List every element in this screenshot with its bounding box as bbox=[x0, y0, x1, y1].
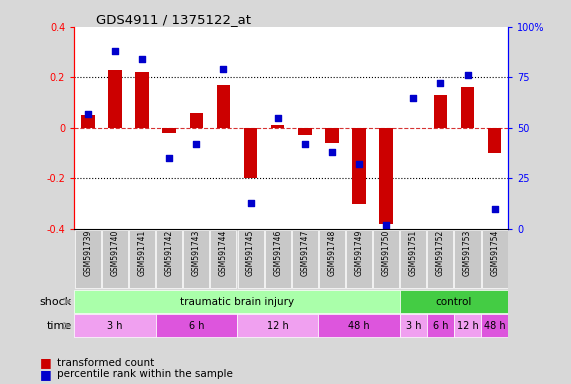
Text: GSM591739: GSM591739 bbox=[83, 230, 93, 276]
Text: GSM591740: GSM591740 bbox=[110, 230, 119, 276]
FancyBboxPatch shape bbox=[237, 314, 319, 338]
Text: GSM591751: GSM591751 bbox=[409, 230, 418, 276]
Point bbox=[164, 155, 174, 161]
FancyBboxPatch shape bbox=[238, 230, 264, 288]
FancyBboxPatch shape bbox=[183, 230, 210, 288]
FancyBboxPatch shape bbox=[210, 230, 236, 288]
Bar bbox=[81, 115, 95, 128]
Text: GSM591752: GSM591752 bbox=[436, 230, 445, 276]
Point bbox=[409, 94, 418, 101]
Text: GSM591753: GSM591753 bbox=[463, 230, 472, 276]
Point bbox=[246, 200, 255, 206]
Text: 3 h: 3 h bbox=[107, 321, 123, 331]
Text: 12 h: 12 h bbox=[457, 321, 478, 331]
Text: GDS4911 / 1375122_at: GDS4911 / 1375122_at bbox=[96, 13, 251, 26]
Text: 48 h: 48 h bbox=[348, 321, 370, 331]
FancyBboxPatch shape bbox=[400, 230, 427, 288]
Bar bbox=[135, 72, 149, 128]
FancyBboxPatch shape bbox=[129, 230, 155, 288]
FancyBboxPatch shape bbox=[454, 314, 481, 338]
Point bbox=[381, 222, 391, 228]
Bar bbox=[352, 128, 366, 204]
Text: 6 h: 6 h bbox=[188, 321, 204, 331]
Bar bbox=[298, 128, 312, 136]
Text: GSM591742: GSM591742 bbox=[164, 230, 174, 276]
Point bbox=[355, 161, 364, 167]
Bar bbox=[216, 85, 230, 128]
Bar bbox=[108, 70, 122, 128]
Text: transformed count: transformed count bbox=[57, 358, 154, 368]
Text: GSM591754: GSM591754 bbox=[490, 230, 499, 276]
FancyBboxPatch shape bbox=[346, 230, 372, 288]
Point bbox=[300, 141, 309, 147]
FancyBboxPatch shape bbox=[400, 290, 508, 313]
FancyBboxPatch shape bbox=[427, 230, 453, 288]
FancyBboxPatch shape bbox=[427, 314, 454, 338]
FancyBboxPatch shape bbox=[481, 230, 508, 288]
Text: GSM591746: GSM591746 bbox=[273, 230, 282, 276]
Bar bbox=[461, 88, 475, 128]
Text: GSM591750: GSM591750 bbox=[381, 230, 391, 276]
Text: 12 h: 12 h bbox=[267, 321, 288, 331]
Point bbox=[273, 115, 282, 121]
Point bbox=[219, 66, 228, 72]
FancyBboxPatch shape bbox=[102, 230, 128, 288]
Point bbox=[463, 72, 472, 78]
Bar bbox=[190, 113, 203, 128]
FancyBboxPatch shape bbox=[264, 230, 291, 288]
Point bbox=[138, 56, 147, 62]
FancyBboxPatch shape bbox=[373, 230, 399, 288]
Text: ■: ■ bbox=[40, 368, 52, 381]
Text: GSM591743: GSM591743 bbox=[192, 230, 201, 276]
Point bbox=[436, 80, 445, 86]
Point bbox=[490, 205, 499, 212]
Bar bbox=[488, 128, 501, 153]
Text: control: control bbox=[436, 296, 472, 306]
Point bbox=[192, 141, 201, 147]
Text: time: time bbox=[46, 321, 71, 331]
Text: GSM591741: GSM591741 bbox=[138, 230, 147, 276]
Text: GSM591745: GSM591745 bbox=[246, 230, 255, 276]
FancyBboxPatch shape bbox=[319, 314, 400, 338]
Bar bbox=[325, 128, 339, 143]
Point bbox=[327, 149, 336, 155]
FancyBboxPatch shape bbox=[455, 230, 481, 288]
Text: GSM591744: GSM591744 bbox=[219, 230, 228, 276]
Text: traumatic brain injury: traumatic brain injury bbox=[180, 296, 294, 306]
Point bbox=[83, 111, 93, 117]
FancyBboxPatch shape bbox=[156, 230, 182, 288]
Text: 3 h: 3 h bbox=[405, 321, 421, 331]
Bar bbox=[271, 125, 284, 128]
Text: GSM591747: GSM591747 bbox=[300, 230, 309, 276]
FancyBboxPatch shape bbox=[74, 290, 400, 313]
Bar bbox=[244, 128, 258, 178]
FancyBboxPatch shape bbox=[400, 314, 427, 338]
Bar bbox=[379, 128, 393, 224]
Bar bbox=[162, 128, 176, 133]
Text: percentile rank within the sample: percentile rank within the sample bbox=[57, 369, 233, 379]
FancyBboxPatch shape bbox=[319, 230, 345, 288]
FancyBboxPatch shape bbox=[75, 230, 101, 288]
Bar bbox=[433, 95, 447, 128]
Text: ■: ■ bbox=[40, 356, 52, 369]
Text: GSM591748: GSM591748 bbox=[327, 230, 336, 276]
Text: GSM591749: GSM591749 bbox=[355, 230, 364, 276]
Text: 6 h: 6 h bbox=[433, 321, 448, 331]
Text: 48 h: 48 h bbox=[484, 321, 505, 331]
Text: shock: shock bbox=[39, 296, 71, 306]
Point bbox=[110, 48, 119, 54]
FancyBboxPatch shape bbox=[74, 314, 155, 338]
FancyBboxPatch shape bbox=[155, 314, 237, 338]
FancyBboxPatch shape bbox=[292, 230, 318, 288]
FancyBboxPatch shape bbox=[481, 314, 508, 338]
